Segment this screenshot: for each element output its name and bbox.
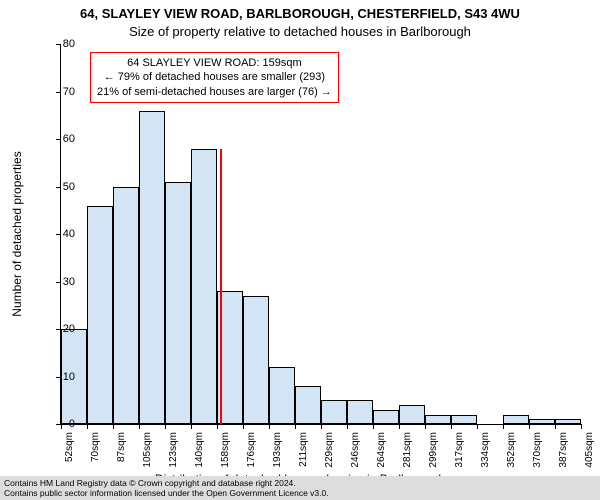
y-tick-label: 80 <box>63 38 75 50</box>
histogram-bar <box>113 187 139 425</box>
y-axis-label: Number of detached properties <box>10 151 24 316</box>
footer-line: Contains HM Land Registry data © Crown c… <box>4 478 596 488</box>
x-tick-label: 334sqm <box>480 432 491 468</box>
x-tick-label: 105sqm <box>142 432 153 468</box>
histogram-chart: 64, SLAYLEY VIEW ROAD, BARLBOROUGH, CHES… <box>0 0 600 500</box>
histogram-bar <box>529 419 555 424</box>
x-tick-label: 193sqm <box>272 432 283 468</box>
y-tick-label: 40 <box>63 228 75 240</box>
y-tick-label: 0 <box>69 418 75 430</box>
x-tick-label: 264sqm <box>376 432 387 468</box>
x-tick-label: 52sqm <box>64 432 75 462</box>
histogram-bar <box>503 415 529 425</box>
chart-title-address: 64, SLAYLEY VIEW ROAD, BARLBOROUGH, CHES… <box>0 6 600 21</box>
x-tick-label: 87sqm <box>116 432 127 462</box>
chart-subtitle: Size of property relative to detached ho… <box>0 24 600 39</box>
histogram-bar <box>139 111 165 425</box>
histogram-bar <box>425 415 451 425</box>
x-tick-label: 405sqm <box>584 432 595 468</box>
y-tick-label: 20 <box>63 323 75 335</box>
property-marker-line <box>220 149 222 425</box>
histogram-bar <box>399 405 425 424</box>
histogram-bar <box>269 367 295 424</box>
x-tick-label: 70sqm <box>90 432 101 462</box>
x-tick-label: 299sqm <box>428 432 439 468</box>
x-tick-label: 317sqm <box>454 432 465 468</box>
x-tick-label: 387sqm <box>558 432 569 468</box>
y-tick-label: 50 <box>63 181 75 193</box>
histogram-bar <box>451 415 477 425</box>
annotation-line: ← 79% of detached houses are smaller (29… <box>97 70 332 84</box>
histogram-bar <box>243 296 269 424</box>
footer-line: Contains public sector information licen… <box>4 488 596 498</box>
x-tick-label: 370sqm <box>532 432 543 468</box>
annotation-line: 21% of semi-detached houses are larger (… <box>97 85 332 99</box>
x-tick-label: 140sqm <box>194 432 205 468</box>
histogram-bar <box>87 206 113 425</box>
y-tick-label: 30 <box>63 276 75 288</box>
attribution-footer: Contains HM Land Registry data © Crown c… <box>0 476 600 500</box>
histogram-bar <box>321 400 347 424</box>
x-tick-label: 211sqm <box>298 432 309 467</box>
x-tick-label: 158sqm <box>220 432 231 468</box>
y-tick-label: 10 <box>63 371 75 383</box>
histogram-bar <box>165 182 191 424</box>
histogram-bar <box>191 149 217 425</box>
histogram-bar <box>295 386 321 424</box>
histogram-bar <box>555 419 581 424</box>
y-tick-label: 70 <box>63 86 75 98</box>
x-tick-label: 352sqm <box>506 432 517 468</box>
x-tick-label: 123sqm <box>168 432 179 468</box>
annotation-box: 64 SLAYLEY VIEW ROAD: 159sqm← 79% of det… <box>90 52 339 103</box>
histogram-bar <box>347 400 373 424</box>
y-tick-label: 60 <box>63 133 75 145</box>
x-tick-label: 229sqm <box>324 432 335 468</box>
annotation-line: 64 SLAYLEY VIEW ROAD: 159sqm <box>97 56 332 70</box>
histogram-bar <box>373 410 399 424</box>
x-tick-label: 281sqm <box>402 432 413 468</box>
x-tick-label: 246sqm <box>350 432 361 468</box>
x-tick-label: 176sqm <box>246 432 257 468</box>
